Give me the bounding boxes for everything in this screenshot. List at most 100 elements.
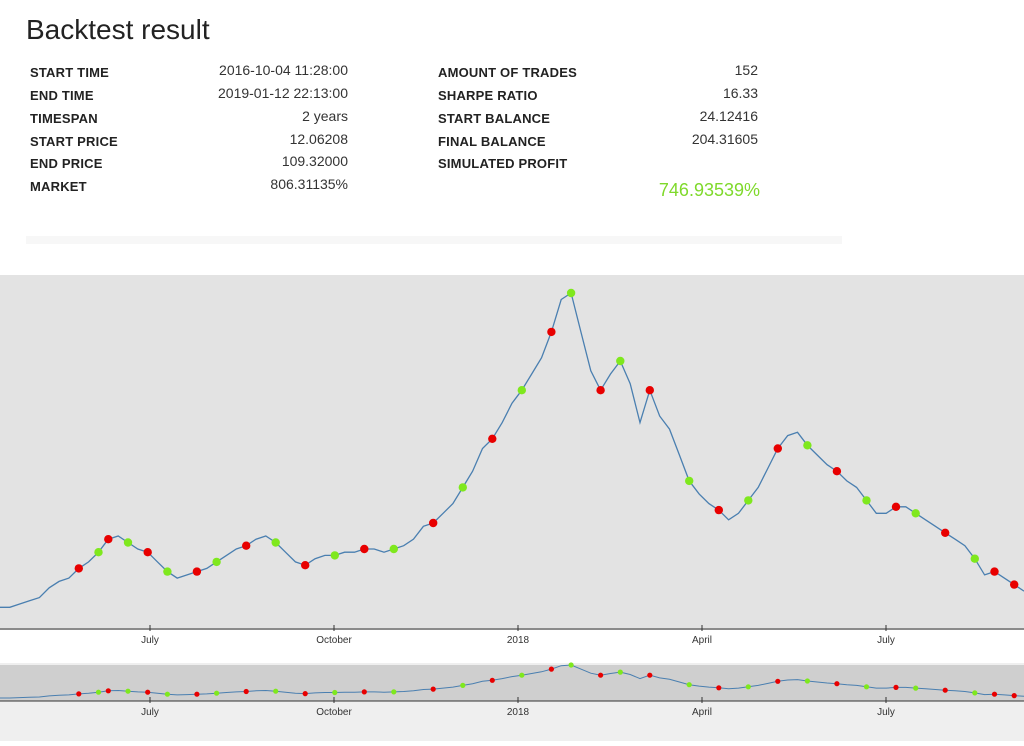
- nav-sell-marker: [1011, 693, 1017, 699]
- nav-sell-marker: [598, 672, 604, 678]
- nav-tick-label: April: [692, 707, 712, 718]
- main-sell-marker: [645, 386, 654, 395]
- main-tick-label: October: [316, 635, 352, 646]
- main-buy-marker: [911, 509, 920, 518]
- backtest-chart[interactable]: July October 2018 April July July October 2018…: [0, 275, 1024, 741]
- main-sell-marker: [74, 564, 84, 573]
- main-tick-label: July: [141, 635, 159, 646]
- nav-sell-marker: [893, 684, 899, 690]
- stat-final-balance: FINAL BALANCE 204.31605: [438, 131, 758, 155]
- main-tick-label: 2018: [507, 635, 530, 646]
- nav-buy-marker: [164, 691, 170, 697]
- nav-sell-marker: [430, 686, 436, 692]
- nav-tick-label: 2018: [507, 707, 530, 718]
- nav-buy-marker: [863, 684, 870, 690]
- main-plot: [0, 288, 1024, 608]
- stat-value: 2 years: [302, 108, 348, 124]
- stat-label: END TIME: [30, 88, 94, 103]
- stat-value: 16.33: [722, 85, 758, 101]
- nav-buy-marker: [273, 688, 279, 694]
- main-buy-marker: [744, 496, 753, 505]
- navigator-x-ticks: July October 2018 April July: [141, 697, 895, 718]
- stat-label: SIMULATED PROFIT: [438, 156, 568, 171]
- simulated-profit-value: 746.93539%: [658, 180, 760, 200]
- stat-value: 204.31605: [691, 131, 758, 147]
- nav-buy-marker: [332, 689, 338, 696]
- main-buy-marker: [803, 441, 812, 450]
- stat-label: START TIME: [30, 65, 110, 80]
- stat-label: FINAL BALANCE: [438, 134, 546, 149]
- main-buy-marker: [970, 554, 979, 563]
- main-sell-marker: [360, 544, 369, 554]
- nav-buy-marker: [972, 690, 978, 696]
- main-buy-marker: [94, 548, 103, 557]
- main-buy-marker: [862, 496, 871, 505]
- nav-sell-marker: [105, 688, 111, 694]
- chart-svg[interactable]: July October 2018 April July July October 2018…: [0, 275, 1024, 741]
- main-sell-marker: [104, 535, 113, 544]
- stat-start-balance: START BALANCE 24.12416: [438, 108, 758, 132]
- main-buy-marker: [212, 557, 221, 567]
- nav-sell-marker: [361, 689, 367, 695]
- stat-value: 2016-10-04 11:28:00: [219, 62, 348, 78]
- main-buy-marker: [517, 386, 526, 395]
- main-buy-marker: [389, 544, 398, 554]
- main-buy-marker: [271, 538, 280, 547]
- main-sell-marker: [301, 561, 310, 570]
- main-buy-marker: [566, 288, 576, 298]
- stat-value: 152: [734, 62, 758, 78]
- main-buy-marker: [458, 483, 467, 492]
- main-buy-marker: [163, 567, 172, 576]
- stat-value: 109.32000: [281, 153, 348, 169]
- main-sell-marker: [488, 434, 497, 443]
- stat-sharpe-ratio: SHARPE RATIO 16.33: [438, 85, 758, 109]
- main-sell-marker: [1010, 580, 1019, 589]
- nav-buy-marker: [391, 689, 397, 695]
- stat-start-time: START TIME 2016-10-04 11:28:00: [30, 62, 348, 86]
- nav-buy-marker: [519, 672, 525, 678]
- nav-sell-marker: [775, 678, 781, 684]
- stat-value: 806.31135%: [270, 176, 348, 192]
- nav-buy-marker: [95, 689, 102, 695]
- main-sell-marker: [832, 467, 842, 476]
- stat-market: MARKET 806.31135%: [30, 176, 348, 200]
- stat-timespan: TIMESPAN 2 years: [30, 108, 348, 132]
- main-sell-marker: [990, 567, 999, 576]
- nav-sell-marker: [145, 689, 151, 695]
- stat-label: TIMESPAN: [30, 111, 98, 126]
- nav-tick-label: October: [316, 707, 352, 718]
- stat-start-price: START PRICE 12.06208: [30, 131, 348, 155]
- stat-value: 12.06208: [289, 131, 348, 147]
- nav-sell-marker: [489, 677, 495, 683]
- main-x-ticks: July October 2018 April July: [141, 625, 895, 646]
- main-buy-marker: [685, 476, 694, 486]
- stat-label: AMOUNT OF TRADES: [438, 65, 577, 80]
- stat-simulated-profit: SIMULATED PROFIT: [438, 155, 567, 177]
- navigator-window[interactable]: [0, 665, 1024, 701]
- nav-sell-marker: [647, 672, 653, 678]
- stat-label: START PRICE: [30, 134, 118, 149]
- page-title: Backtest result: [26, 14, 210, 45]
- main-tick-label: July: [877, 635, 895, 646]
- nav-buy-marker: [686, 682, 692, 688]
- nav-sell-marker: [243, 688, 249, 695]
- main-sell-marker: [242, 541, 251, 550]
- main-sell-marker: [891, 502, 901, 511]
- nav-buy-marker: [568, 662, 574, 668]
- stat-label: MARKET: [30, 179, 87, 194]
- nav-sell-marker: [834, 681, 840, 687]
- main-sell-marker: [429, 518, 438, 528]
- main-tick-label: April: [692, 635, 712, 646]
- nav-buy-marker: [617, 669, 623, 675]
- nav-sell-marker: [942, 687, 948, 693]
- main-sell-marker: [941, 528, 950, 537]
- nav-buy-marker: [125, 688, 131, 694]
- stat-value: 24.12416: [699, 108, 758, 124]
- main-buy-marker: [330, 551, 339, 560]
- nav-sell-marker: [302, 691, 308, 697]
- nav-tick-label: July: [141, 707, 159, 718]
- nav-price-line: [0, 664, 1024, 699]
- nav-buy-marker: [745, 684, 751, 690]
- main-sell-marker: [143, 548, 152, 557]
- nav-buy-marker: [913, 685, 919, 691]
